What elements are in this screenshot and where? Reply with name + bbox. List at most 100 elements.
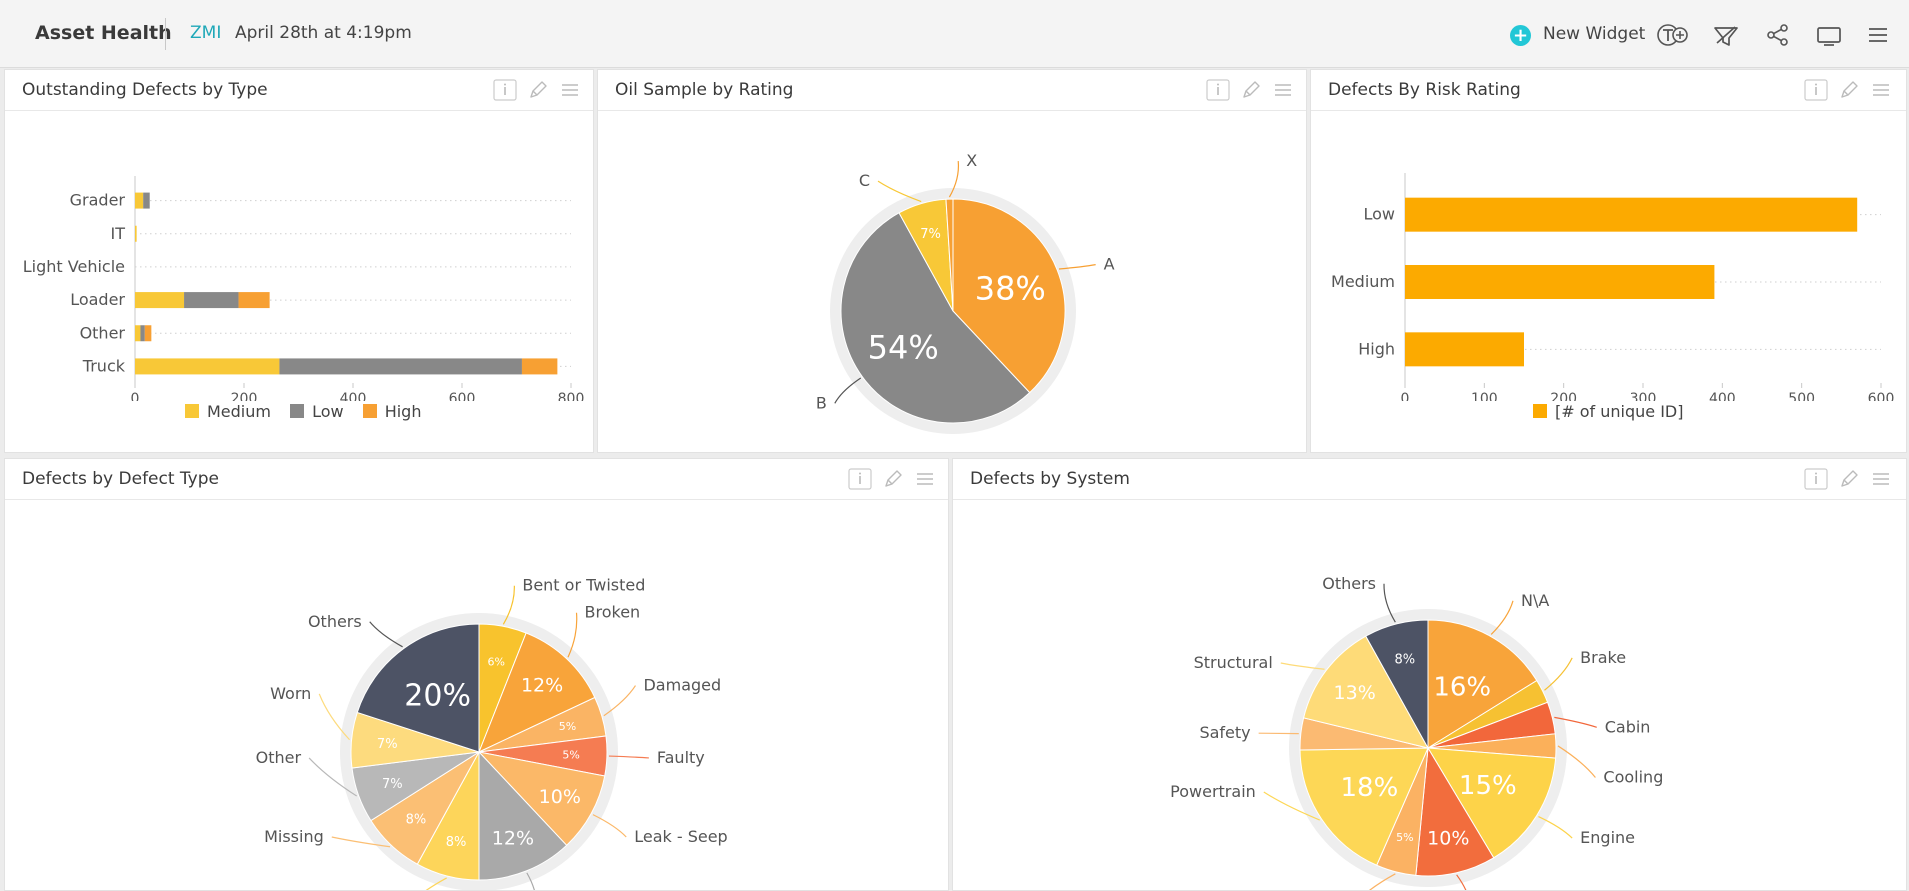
legend-item-high[interactable]: High (362, 402, 421, 421)
info-icon[interactable] (1804, 468, 1828, 490)
edit-icon[interactable] (1838, 468, 1860, 490)
slice-value-label: 10% (539, 786, 581, 808)
widget-tools (1804, 468, 1894, 490)
plus-icon[interactable]: + (1510, 25, 1531, 46)
legend-swatch-low (290, 404, 305, 418)
bar-truck-low[interactable] (279, 358, 522, 375)
widget-menu-icon[interactable] (1870, 468, 1892, 490)
bar-medium[interactable] (1405, 265, 1715, 299)
widget-menu-icon[interactable] (559, 79, 581, 101)
connector-line (608, 755, 649, 759)
risk-rating-chart: 0 100 200 300 400 500 600 Low Medium High (1331, 173, 1894, 401)
bar-other-low[interactable] (140, 325, 145, 342)
menu-icon[interactable] (1862, 20, 1894, 50)
edit-icon[interactable] (882, 468, 904, 490)
widget-menu-icon[interactable] (1272, 79, 1294, 101)
legend-item-low[interactable]: Low (290, 402, 344, 421)
bar-low[interactable] (1405, 197, 1858, 232)
bar-other-high[interactable] (144, 325, 152, 342)
slice-value-label: 6% (488, 655, 505, 668)
connector-line (567, 612, 578, 658)
edit-icon[interactable] (1838, 79, 1860, 101)
slice-value-label: 20% (404, 679, 471, 714)
x-tick-label: 500 (1788, 391, 1815, 401)
defects-by-system-pie-chart: 16%N\ABrakeCabinCooling15%Engine10%Hydra… (1170, 574, 1663, 890)
info-icon[interactable] (1206, 79, 1230, 101)
bar-loader-medium[interactable] (135, 292, 185, 309)
pie-slice-a[interactable] (952, 198, 1066, 394)
slice-category-label: A (1104, 255, 1115, 274)
slice-value-label: 7% (920, 227, 941, 242)
new-widget-button[interactable]: New Widget (1543, 24, 1646, 44)
org-link[interactable]: ZMI (190, 23, 222, 43)
last-updated: April 28th at 4:19pm (235, 23, 412, 43)
bar-grader-low[interactable] (143, 192, 150, 209)
widget-menu-icon[interactable] (914, 468, 936, 490)
slice-category-label: Broken (585, 603, 641, 622)
present-icon[interactable] (1813, 20, 1845, 50)
bar-truck-high[interactable] (521, 358, 558, 375)
widget-header: Outstanding Defects by Type (5, 70, 593, 111)
legend-swatch-medium (185, 404, 199, 418)
slice-value-label: 12% (521, 674, 563, 696)
category-label: Light Vehicle (23, 257, 125, 276)
slice-category-label: X (966, 151, 977, 170)
pie-slice-x[interactable] (945, 198, 954, 312)
connector-line (1280, 662, 1325, 670)
connector-line (526, 872, 535, 890)
pie-slice-hydraulic[interactable] (1415, 746, 1495, 877)
pie-slice-leak-seep[interactable] (477, 751, 606, 847)
slice-category-label: Powertrain (1170, 782, 1256, 801)
slice-value-label: 8% (446, 835, 467, 850)
add-text-icon[interactable] (1656, 20, 1688, 50)
bar-loader-low[interactable] (184, 292, 239, 309)
chart-legend: [# of unique ID] (1533, 402, 1697, 421)
category-label: Other (80, 323, 126, 342)
slice-category-label: Damaged (643, 676, 721, 695)
edit-icon[interactable] (527, 79, 549, 101)
slice-value-label: 5% (562, 749, 579, 762)
bar-grader-medium[interactable] (135, 192, 144, 209)
legend-label: [# of unique ID] (1555, 402, 1684, 421)
widget-header: Oil Sample by Rating (598, 70, 1306, 111)
legend-item-medium[interactable]: Medium (185, 402, 271, 421)
pie-slice-powertrain[interactable] (1299, 747, 1429, 866)
connector-line (1456, 874, 1467, 890)
x-tick-label: 800 (558, 391, 585, 401)
info-icon[interactable] (1804, 79, 1828, 101)
widget-menu-icon[interactable] (1870, 79, 1892, 101)
widget-tools (493, 79, 583, 101)
bar-high[interactable] (1405, 332, 1524, 367)
filter-icon[interactable] (1710, 20, 1742, 50)
pie-slice-others[interactable] (1365, 619, 1429, 750)
pie-slice-b[interactable] (840, 212, 1031, 424)
pie-slice-engine[interactable] (1427, 747, 1557, 859)
slice-value-label: 18% (1340, 773, 1398, 803)
bar-it-medium[interactable] (135, 225, 137, 242)
widget-tools (848, 468, 938, 490)
bar-other-medium[interactable] (135, 325, 141, 342)
pie-slice-n-a[interactable] (1427, 619, 1538, 749)
bar-truck-medium[interactable] (135, 358, 280, 375)
pie-slice-broken[interactable] (478, 632, 596, 753)
slice-category-label: Bent or Twisted (522, 576, 645, 595)
info-icon[interactable] (848, 468, 872, 490)
dashboard-title: Asset Health (35, 22, 172, 44)
pie-slice-others[interactable] (356, 623, 480, 753)
legend-swatch-high (362, 404, 377, 418)
x-tick-label: 0 (1401, 391, 1410, 401)
widget-outstanding-defects: Outstanding Defects by Type 0 200 400 600 80… (4, 69, 594, 453)
slice-category-label: Others (308, 612, 362, 631)
pie-slice-leak-weep[interactable] (478, 750, 568, 881)
legend-item-unique-id[interactable]: [# of unique ID] (1533, 402, 1683, 421)
pie-slice-structural[interactable] (1303, 635, 1429, 749)
connector-line (1490, 600, 1514, 635)
info-icon[interactable] (493, 79, 517, 101)
legend-label: Medium (207, 402, 271, 421)
share-icon[interactable] (1762, 20, 1794, 50)
connector-line (1538, 815, 1573, 839)
edit-icon[interactable] (1240, 79, 1262, 101)
category-label: IT (111, 224, 126, 243)
bar-loader-high[interactable] (238, 292, 270, 309)
widget-defect-type: Defects by Defect Type 6% Bent or Twisted… (4, 458, 949, 891)
